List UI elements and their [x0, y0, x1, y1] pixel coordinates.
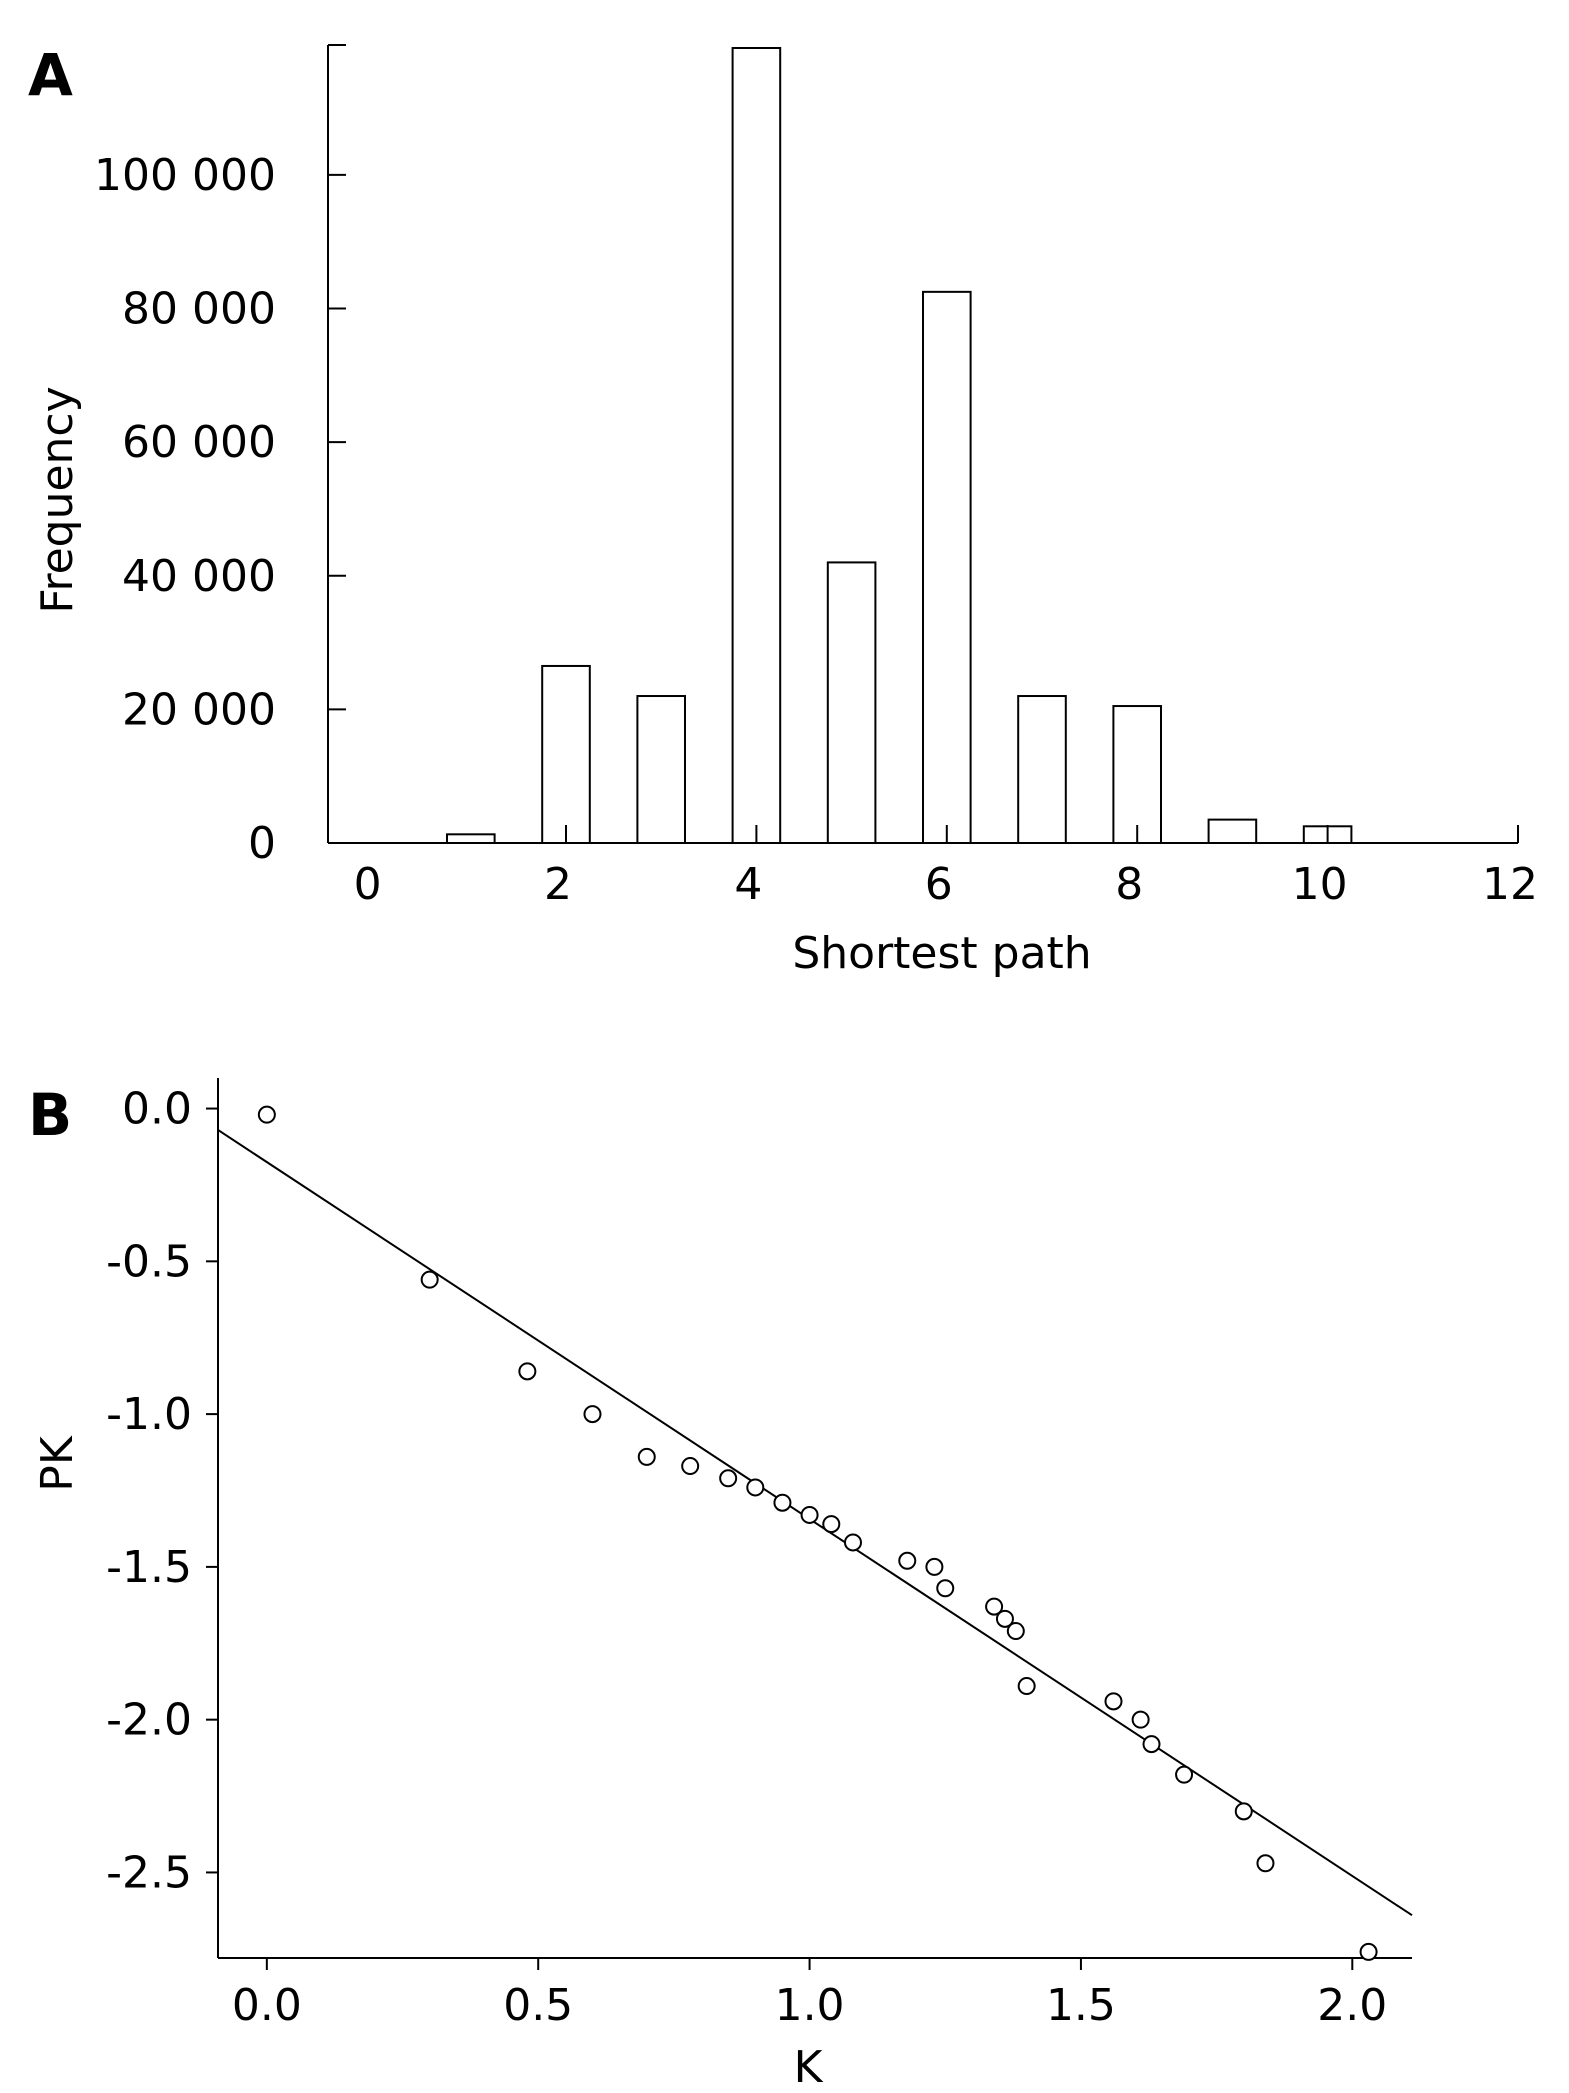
panel-b-x-tick-label: 1.0	[775, 1980, 845, 2031]
panel-b-y-axis-title: PK	[32, 1435, 83, 1492]
scatter-point-8	[746, 1478, 765, 1497]
panel-a-x-tick-label: 10	[1292, 859, 1348, 910]
bar-path-6	[922, 290, 972, 844]
scatter-point-12	[843, 1533, 862, 1552]
panel-b-x-tick-label: 0.0	[232, 1980, 302, 2031]
scatter-point-20	[1104, 1692, 1123, 1711]
scatter-point-19	[1017, 1677, 1036, 1696]
panel-a-x-tick-label: 2	[544, 859, 572, 910]
panel-a-x-tick-label: 0	[354, 859, 382, 910]
scatter-point-6	[681, 1457, 700, 1476]
scatter-point-5	[637, 1447, 656, 1466]
panel-b-y-ticks: 0.0 -0.5 -1.0 -1.5 -2.0 -2.5	[106, 1084, 218, 1898]
panel-b-x-ticks: 0.0 0.5 1.0 1.5 2.0	[232, 1958, 1387, 2031]
scatter-point-11	[822, 1515, 841, 1534]
panel-b-label: B	[28, 1081, 72, 1149]
panel-a-y-tick-label: 80 000	[122, 284, 276, 335]
bar-path-4	[731, 47, 782, 844]
panel-b-axes	[217, 1078, 1412, 1959]
panel-b-y-tick-label: -1.0	[106, 1389, 192, 1440]
panel-a-x-tick-label: 4	[734, 859, 762, 910]
panel-b-fit-line	[217, 1129, 1413, 1917]
scatter-point-16	[985, 1597, 1004, 1616]
scatter-point-9	[773, 1493, 792, 1512]
scatter-point-4	[583, 1405, 602, 1424]
scatter-point-7	[719, 1469, 738, 1488]
panel-a-x-tick-label: 12	[1482, 859, 1538, 910]
panel-b-fit	[217, 1129, 1413, 1917]
panel-a-label: A	[28, 41, 73, 109]
panel-b-chart: B 0.0 -0.5 -1.0 -1.5 -2.0 -2.5 0.0 0.5 1.0 1.5 2.…	[28, 1078, 1413, 2093]
panel-a-chart: A 0 20 000 40 000 60 000 80 000 100 000 0 2 4 6 8…	[28, 41, 1538, 979]
bar-path-1	[446, 833, 496, 844]
scatter-point-14	[925, 1557, 944, 1576]
panel-a-x-tick-label: 6	[925, 859, 953, 910]
panel-b-y-tick-label: -1.5	[106, 1542, 192, 1593]
panel-b-x-tick-label: 2.0	[1317, 1980, 1387, 2031]
panel-b-x-tick-label: 1.5	[1046, 1980, 1116, 2031]
panel-a-y-tick-label: 40 000	[122, 551, 276, 602]
bar-path-8	[1112, 705, 1163, 844]
scatter-point-17	[995, 1609, 1014, 1628]
panel-a-y-tick-label: 20 000	[122, 684, 276, 735]
bar-path-5	[826, 561, 877, 844]
panel-b-x-axis-title: K	[794, 2042, 824, 2093]
panel-a-x-axis-title: Shortest path	[792, 928, 1091, 979]
scatter-point-1	[257, 1105, 276, 1124]
panel-a-x-ticks: 0 2 4 6 8 10 12	[354, 825, 1538, 910]
scatter-point-21	[1131, 1710, 1150, 1729]
panel-a-y-tick-label: 60 000	[122, 417, 276, 468]
scatter-point-23	[1175, 1765, 1194, 1784]
panel-b-points	[257, 1105, 1378, 1961]
panel-a-y-tick-label: 0	[248, 818, 276, 869]
scatter-point-22	[1142, 1735, 1161, 1754]
panel-a-y-tick-label: 100 000	[94, 150, 276, 201]
bar-path-2	[541, 664, 591, 844]
panel-a-bars	[446, 47, 1353, 845]
scatter-point-2	[420, 1270, 439, 1289]
bar-path-3	[636, 695, 687, 844]
scatter-point-18	[1006, 1622, 1025, 1641]
bar-path-9	[1207, 818, 1258, 845]
scatter-point-3	[518, 1362, 537, 1381]
scatter-point-25	[1256, 1854, 1275, 1873]
scatter-point-24	[1234, 1802, 1253, 1821]
scatter-point-10	[800, 1505, 819, 1524]
panel-b-y-tick-label: -0.5	[106, 1236, 192, 1287]
panel-b-y-tick-label: -2.0	[106, 1695, 192, 1746]
panel-a-x-tick-label: 8	[1115, 859, 1143, 910]
scatter-point-13	[898, 1551, 917, 1570]
scatter-point-26	[1359, 1942, 1378, 1961]
panel-b-x-tick-label: 0.5	[503, 1980, 573, 2031]
panel-a-y-axis-title: Frequency	[32, 386, 83, 613]
bar-path-7	[1017, 695, 1067, 844]
scatter-point-15	[936, 1579, 955, 1598]
panel-b-y-tick-label: -2.5	[106, 1847, 192, 1898]
panel-a-y-ticks: 0 20 000 40 000 60 000 80 000 100 000	[94, 150, 346, 869]
panel-b-y-tick-label: 0.0	[122, 1084, 192, 1135]
